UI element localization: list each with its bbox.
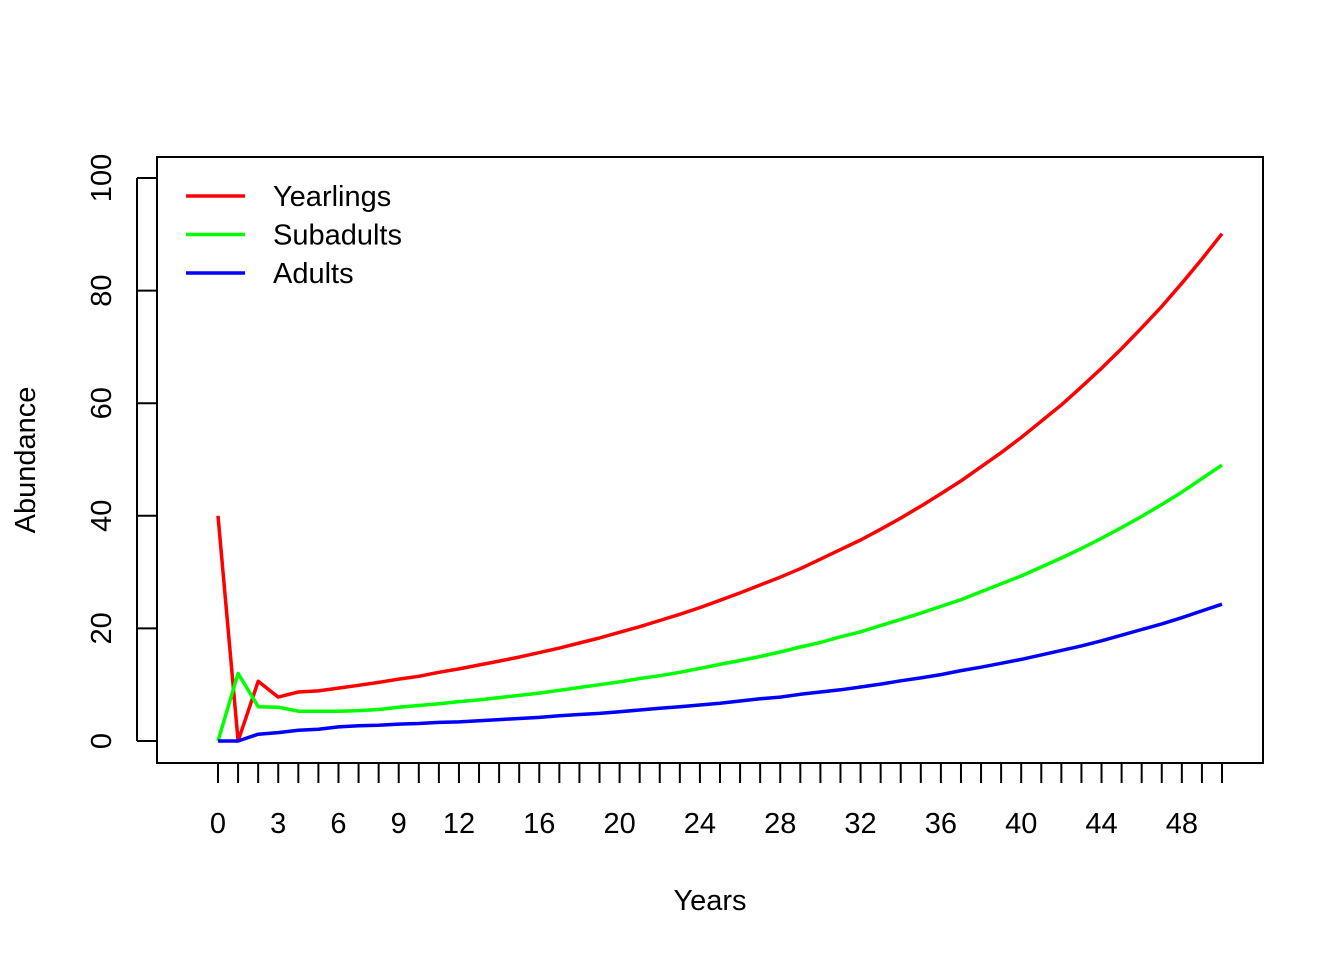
x-tick-label: 36 xyxy=(925,808,957,840)
y-tick-label: 20 xyxy=(86,612,118,644)
legend-label: Yearlings xyxy=(273,181,391,213)
x-tick-label: 3 xyxy=(270,808,286,840)
y-tick-label: 80 xyxy=(86,274,118,306)
x-tick-label: 6 xyxy=(330,808,346,840)
x-tick-label: 0 xyxy=(210,808,226,840)
legend-label: Subadults xyxy=(273,220,402,252)
x-tick-label: 40 xyxy=(1005,808,1037,840)
y-tick-label: 60 xyxy=(86,387,118,419)
x-tick-label: 16 xyxy=(523,808,555,840)
series-lines xyxy=(216,232,1224,743)
x-axis-title: Years xyxy=(673,885,746,917)
x-tick-label: 32 xyxy=(844,808,876,840)
x-tick-label: 44 xyxy=(1085,808,1117,840)
y-tick-label: 100 xyxy=(86,154,118,202)
y-tick-label: 40 xyxy=(86,500,118,532)
y-axis-title: Abundance xyxy=(10,387,42,534)
x-tick-label: 20 xyxy=(603,808,635,840)
y-axis: 0 20 40 60 80 100 xyxy=(86,154,157,749)
x-tick-label: 9 xyxy=(391,808,407,840)
legend: Yearlings Subadults Adults xyxy=(186,181,402,290)
x-tick-label: 28 xyxy=(764,808,796,840)
x-tick-label: 48 xyxy=(1166,808,1198,840)
x-tick-label: 12 xyxy=(443,808,475,840)
series-line-yearlings xyxy=(216,232,1224,743)
x-axis: 0 3 6 9 12 16 20 24 28 32 36 40 44 48 xyxy=(210,762,1223,840)
legend-label: Adults xyxy=(273,258,354,290)
series-line-adults xyxy=(218,602,1223,743)
series-line-subadults xyxy=(216,463,1223,742)
x-tick-label: 24 xyxy=(684,808,716,840)
y-tick-label: 0 xyxy=(86,733,118,749)
